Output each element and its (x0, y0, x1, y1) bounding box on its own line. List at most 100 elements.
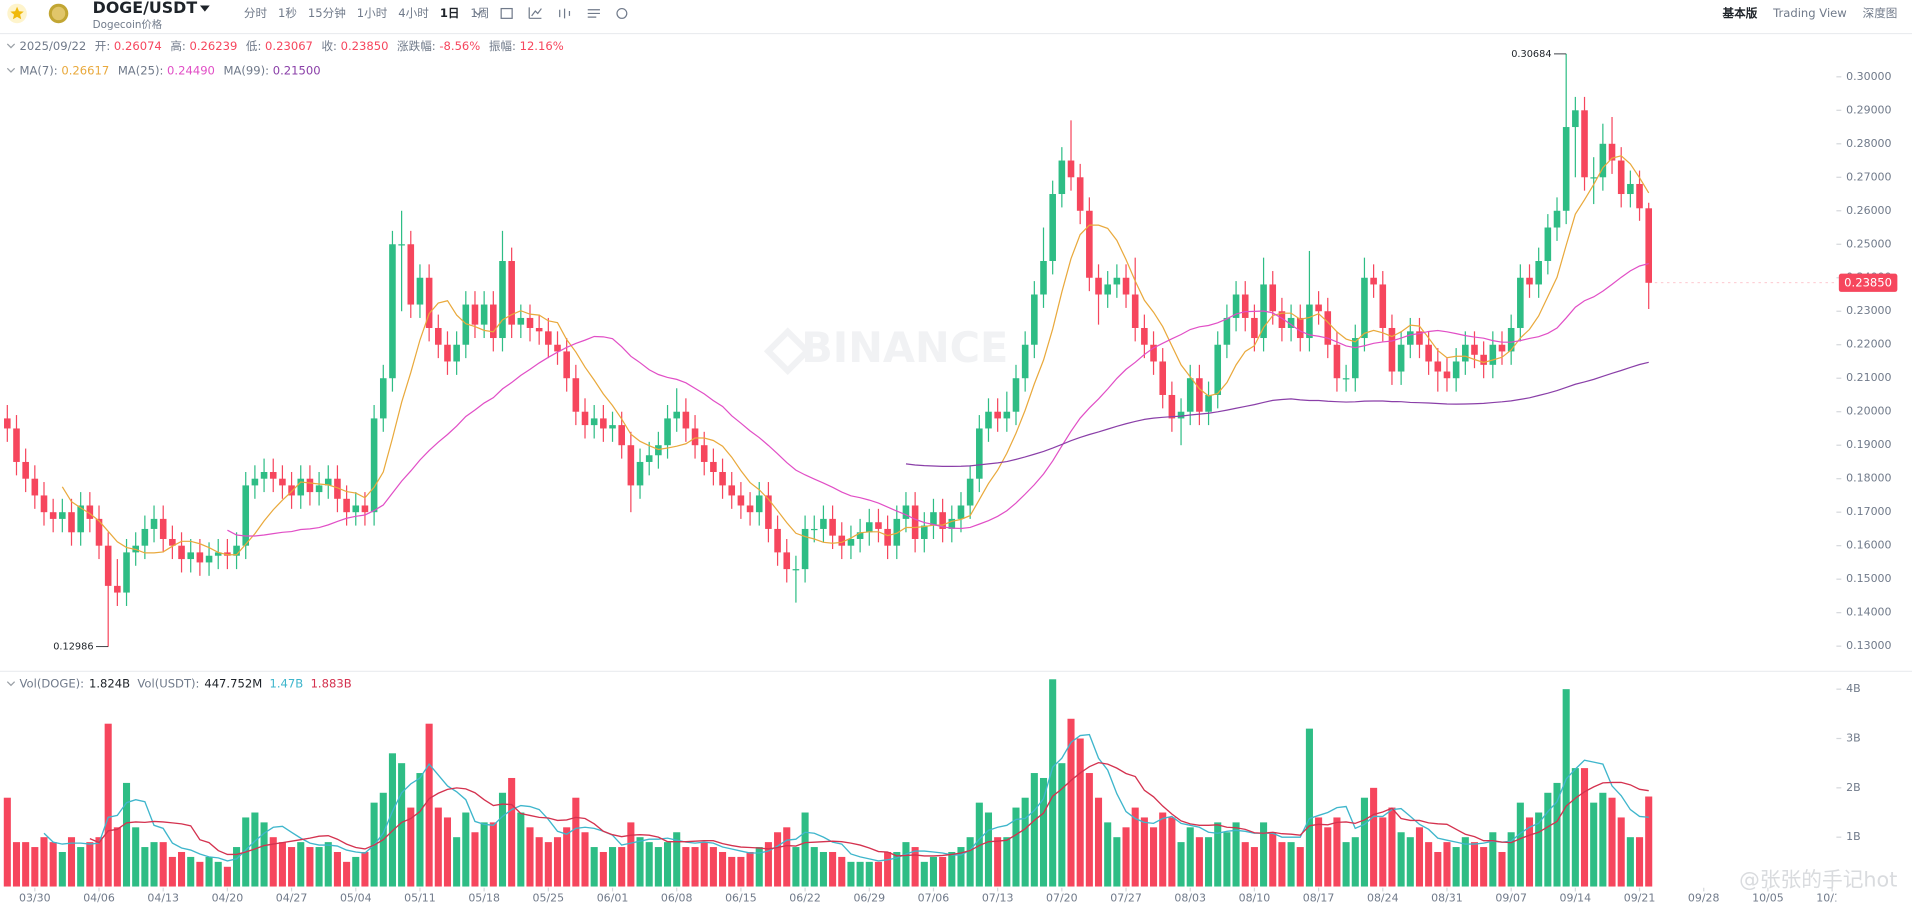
candle-body (40, 495, 48, 513)
candle-body (1544, 227, 1552, 262)
volume-bar (1012, 807, 1020, 887)
candle-body (1113, 277, 1121, 285)
ma-value: 0.24490 (167, 63, 215, 77)
view-button[interactable]: Trading View (1772, 6, 1847, 20)
interval-button[interactable]: 1周 (470, 6, 489, 20)
candle-body (1590, 177, 1597, 179)
symbol-dropdown[interactable] (199, 5, 210, 12)
candle-body (1141, 327, 1148, 345)
volume-bar (324, 842, 332, 887)
volume-bar (966, 837, 974, 887)
volume-bar (1617, 817, 1625, 887)
candle-body (416, 277, 424, 305)
volume-bar (1021, 797, 1029, 887)
candle-body (581, 411, 589, 426)
candle-body (1581, 110, 1588, 178)
volume-bar (535, 837, 543, 887)
candle-body (435, 327, 442, 345)
ma-line (61, 155, 1650, 556)
volume-bar (1168, 817, 1176, 887)
interval-button[interactable]: 1小时 (357, 6, 388, 20)
x-tick-label: 06/01 (597, 892, 629, 905)
candle-body (673, 411, 681, 419)
volume-bar (1461, 837, 1469, 887)
volume-bar (1562, 689, 1570, 887)
volume-bar (819, 851, 827, 887)
x-tick-label: 08/03 (1174, 892, 1206, 905)
x-tick-label: 07/13 (982, 892, 1014, 905)
volume-ma-line (43, 733, 1649, 862)
candle-body (948, 518, 956, 529)
candle-body (480, 304, 488, 325)
interval-button[interactable]: 分时 (244, 6, 268, 20)
candle-body (398, 244, 405, 246)
candle-body (1214, 344, 1222, 395)
candle-body (1177, 411, 1185, 419)
volume-bar (214, 861, 222, 887)
interval-button[interactable]: 1秒 (278, 6, 297, 20)
volume-bar (847, 861, 855, 887)
y-tick-label: 0.22000 (1846, 338, 1891, 351)
volume-bar (1351, 837, 1359, 887)
candle-body (22, 461, 29, 479)
volume-y-tick-label: 3B (1846, 732, 1861, 745)
settings-icon[interactable] (616, 7, 628, 19)
volume-bar (1415, 827, 1424, 887)
candle-body (462, 304, 470, 345)
volume-bar (838, 856, 846, 887)
candle-body (49, 512, 57, 519)
candle-body (306, 478, 314, 493)
header-value: -8.56% (439, 39, 480, 53)
candle-body (1122, 277, 1130, 295)
interval-more[interactable] (473, 10, 483, 16)
settings-list-icon[interactable] (587, 9, 600, 18)
header-label: 振幅: (489, 39, 516, 53)
candle-body (361, 505, 369, 513)
candle-body (1553, 210, 1561, 228)
footer-watermark: @张张的手记hot (1739, 867, 1897, 891)
volume-y-tick-label: 2B (1846, 781, 1861, 794)
x-tick-label: 05/25 (533, 892, 565, 905)
volume-bar (77, 847, 85, 887)
volume-bar (948, 851, 956, 887)
candle-body (517, 317, 525, 325)
volume-bar (498, 792, 507, 887)
calendar-icon[interactable] (500, 7, 513, 19)
y-tick-label: 0.14000 (1846, 606, 1891, 619)
candle-body (1361, 277, 1368, 339)
volume-bar (1370, 787, 1378, 887)
interval-button[interactable]: 15分钟 (308, 6, 346, 20)
view-button[interactable]: 深度图 (1863, 6, 1898, 20)
candle-type-icon[interactable] (559, 8, 571, 19)
x-tick-label: 06/08 (661, 892, 693, 905)
ma-label: MA(99): (223, 63, 269, 77)
candle-body (737, 495, 745, 506)
volume-bar (1580, 768, 1589, 887)
candle-body (251, 478, 259, 486)
interval-button[interactable]: 1日 (440, 6, 460, 20)
candle-body (1196, 378, 1203, 412)
interval-button[interactable]: 4小时 (398, 6, 429, 20)
symbol[interactable]: DOGE/USDT (93, 0, 198, 17)
candle-body (260, 472, 268, 479)
last-price-label: 0.23850 (1844, 275, 1892, 289)
volume-bar (269, 837, 277, 887)
candle-body (1223, 317, 1231, 345)
candle-body (755, 495, 763, 513)
favorite-star[interactable] (10, 6, 24, 20)
volume-bar (1388, 807, 1396, 887)
y-tick-label: 0.21000 (1846, 371, 1891, 384)
candle-body (682, 411, 690, 429)
volume-bar (1058, 763, 1066, 887)
volume-bar (1030, 773, 1038, 887)
indicator-icon[interactable] (528, 7, 542, 19)
extreme-label: 0.12986 (53, 642, 93, 653)
candle-body (425, 277, 433, 328)
ma-value: 0.26617 (61, 63, 109, 77)
x-tick-label: 08/31 (1431, 892, 1463, 905)
candle-body (490, 304, 497, 339)
volume-ma-line (89, 761, 1649, 857)
view-button[interactable]: 基本版 (1722, 6, 1758, 20)
volume-bar (856, 861, 864, 887)
volume-bar (994, 837, 1002, 887)
